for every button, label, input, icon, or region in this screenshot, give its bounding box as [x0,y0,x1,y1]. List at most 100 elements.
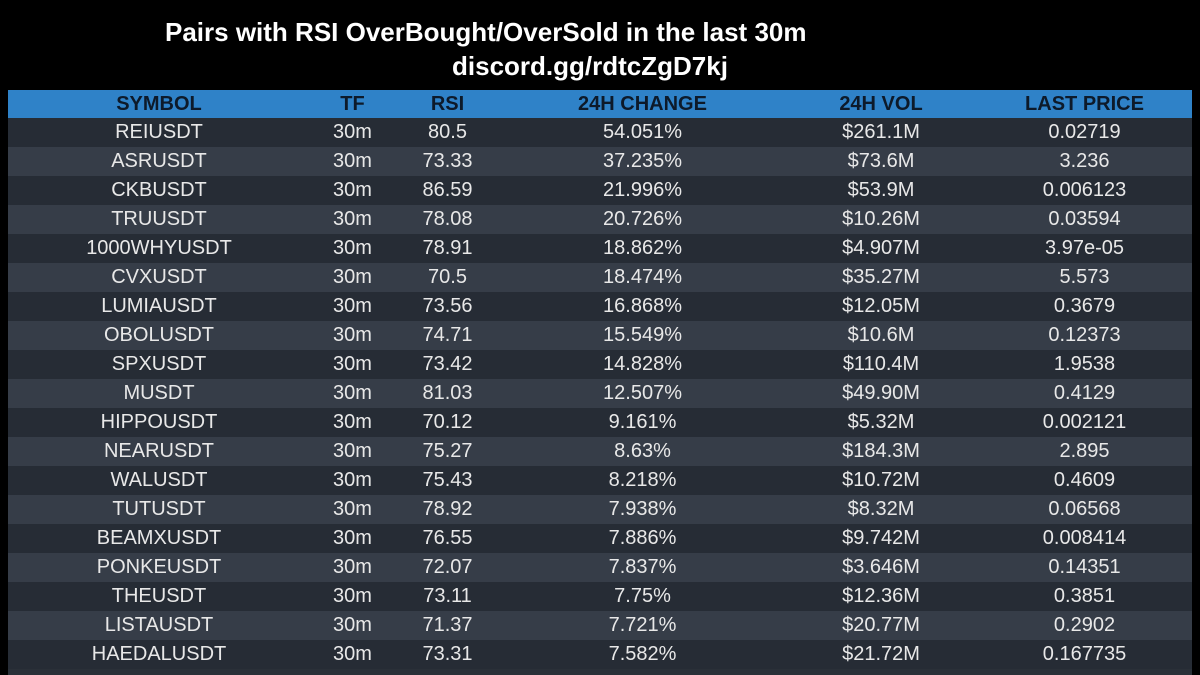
cell-24h-vol: $10.26M [785,205,977,234]
cell-last-price: 0.2902 [977,611,1192,640]
cell-rsi: 86.59 [395,176,500,205]
cell-rsi: 78.92 [395,495,500,524]
cell-tf: 30m [310,437,395,466]
cell-24h-change: 8.63% [500,437,785,466]
cell-last-price: 0.14351 [977,553,1192,582]
table-row: REIUSDT 30m 80.5 54.051% $261.1M 0.02719 [8,118,1192,147]
table-row: SPXUSDT 30m 73.42 14.828% $110.4M 1.9538 [8,350,1192,379]
cell-rsi: 76.55 [395,524,500,553]
cell-tf: 30m [310,379,395,408]
cell-24h-change: 9.161% [500,408,785,437]
cell-24h-vol: $10.6M [785,321,977,350]
cell-tf: 30m [310,147,395,176]
cell-24h-change: 7.837% [500,553,785,582]
cell-symbol: CVXUSDT [8,263,310,292]
cell-last-price: 2.895 [977,437,1192,466]
cell-24h-change: 20.726% [500,205,785,234]
cell-symbol: BEAMXUSDT [8,524,310,553]
cell-symbol: OBOLUSDT [8,321,310,350]
cell-tf: 30m [310,408,395,437]
cell-24h-change: 8.218% [500,466,785,495]
cell-symbol: REIUSDT [8,118,310,147]
cell-24h-vol: $110.4M [785,350,977,379]
rsi-pairs-table: SYMBOL TF RSI 24H CHANGE 24H VOL LAST PR… [8,90,1192,669]
table-row: LUMIAUSDT 30m 73.56 16.868% $12.05M 0.3679 [8,292,1192,321]
cell-tf: 30m [310,640,395,669]
cell-symbol: WALUSDT [8,466,310,495]
cell-24h-vol: $5.32M [785,408,977,437]
cell-tf: 30m [310,611,395,640]
cell-24h-change: 7.582% [500,640,785,669]
table-body: REIUSDT 30m 80.5 54.051% $261.1M 0.02719 ASRUS… [8,118,1192,669]
cell-24h-vol: $21.72M [785,640,977,669]
column-header-24h-vol: 24H VOL [785,90,977,118]
cell-last-price: 0.3851 [977,582,1192,611]
cell-symbol: MUSDT [8,379,310,408]
cell-24h-vol: $12.36M [785,582,977,611]
cell-symbol: CKBUSDT [8,176,310,205]
cell-24h-vol: $261.1M [785,118,977,147]
cell-24h-vol: $73.6M [785,147,977,176]
table-row: HAEDALUSDT 30m 73.31 7.582% $21.72M 0.167735 [8,640,1192,669]
table-row: CKBUSDT 30m 86.59 21.996% $53.9M 0.006123 [8,176,1192,205]
table-row: OBOLUSDT 30m 74.71 15.549% $10.6M 0.12373 [8,321,1192,350]
cell-rsi: 73.42 [395,350,500,379]
cell-24h-change: 37.235% [500,147,785,176]
table-row: ASRUSDT 30m 73.33 37.235% $73.6M 3.236 [8,147,1192,176]
discord-invite-link[interactable]: discord.gg/rdtcZgD7kj [452,51,728,81]
cell-tf: 30m [310,118,395,147]
page-title: Pairs with RSI OverBought/OverSold in th… [165,17,807,47]
cell-last-price: 0.008414 [977,524,1192,553]
cell-tf: 30m [310,205,395,234]
cell-symbol: NEARUSDT [8,437,310,466]
cell-symbol: LISTAUSDT [8,611,310,640]
cell-rsi: 73.11 [395,582,500,611]
cell-24h-change: 12.507% [500,379,785,408]
table-header-row: SYMBOL TF RSI 24H CHANGE 24H VOL LAST PR… [8,90,1192,118]
cell-last-price: 0.03594 [977,205,1192,234]
cell-tf: 30m [310,553,395,582]
cell-rsi: 70.12 [395,408,500,437]
cell-24h-change: 15.549% [500,321,785,350]
cell-24h-vol: $9.742M [785,524,977,553]
cell-tf: 30m [310,524,395,553]
cell-24h-change: 7.886% [500,524,785,553]
cell-symbol: LUMIAUSDT [8,292,310,321]
table-row: CVXUSDT 30m 70.5 18.474% $35.27M 5.573 [8,263,1192,292]
column-header-last-price: LAST PRICE [977,90,1192,118]
cell-tf: 30m [310,263,395,292]
cell-tf: 30m [310,582,395,611]
table-row: WALUSDT 30m 75.43 8.218% $10.72M 0.4609 [8,466,1192,495]
cell-rsi: 73.33 [395,147,500,176]
cell-symbol: 1000WHYUSDT [8,234,310,263]
cell-tf: 30m [310,176,395,205]
cell-24h-vol: $4.907M [785,234,977,263]
cell-tf: 30m [310,321,395,350]
cell-24h-change: 7.938% [500,495,785,524]
column-header-tf: TF [310,90,395,118]
cell-last-price: 0.002121 [977,408,1192,437]
cell-24h-vol: $12.05M [785,292,977,321]
cell-tf: 30m [310,234,395,263]
cell-rsi: 75.27 [395,437,500,466]
table-row: THEUSDT 30m 73.11 7.75% $12.36M 0.3851 [8,582,1192,611]
cell-24h-change: 7.75% [500,582,785,611]
cell-24h-vol: $184.3M [785,437,977,466]
table-row: MUSDT 30m 81.03 12.507% $49.90M 0.4129 [8,379,1192,408]
cell-24h-vol: $35.27M [785,263,977,292]
cell-24h-change: 21.996% [500,176,785,205]
column-header-symbol: SYMBOL [8,90,310,118]
cell-rsi: 72.07 [395,553,500,582]
table-row: LISTAUSDT 30m 71.37 7.721% $20.77M 0.2902 [8,611,1192,640]
table-row: BEAMXUSDT 30m 76.55 7.886% $9.742M 0.008414 [8,524,1192,553]
cell-tf: 30m [310,466,395,495]
cell-rsi: 78.08 [395,205,500,234]
cell-last-price: 0.3679 [977,292,1192,321]
cell-symbol: THEUSDT [8,582,310,611]
cell-24h-change: 18.474% [500,263,785,292]
cell-24h-change: 7.721% [500,611,785,640]
cell-24h-vol: $20.77M [785,611,977,640]
cell-last-price: 5.573 [977,263,1192,292]
cell-symbol: HIPPOUSDT [8,408,310,437]
cell-last-price: 0.006123 [977,176,1192,205]
